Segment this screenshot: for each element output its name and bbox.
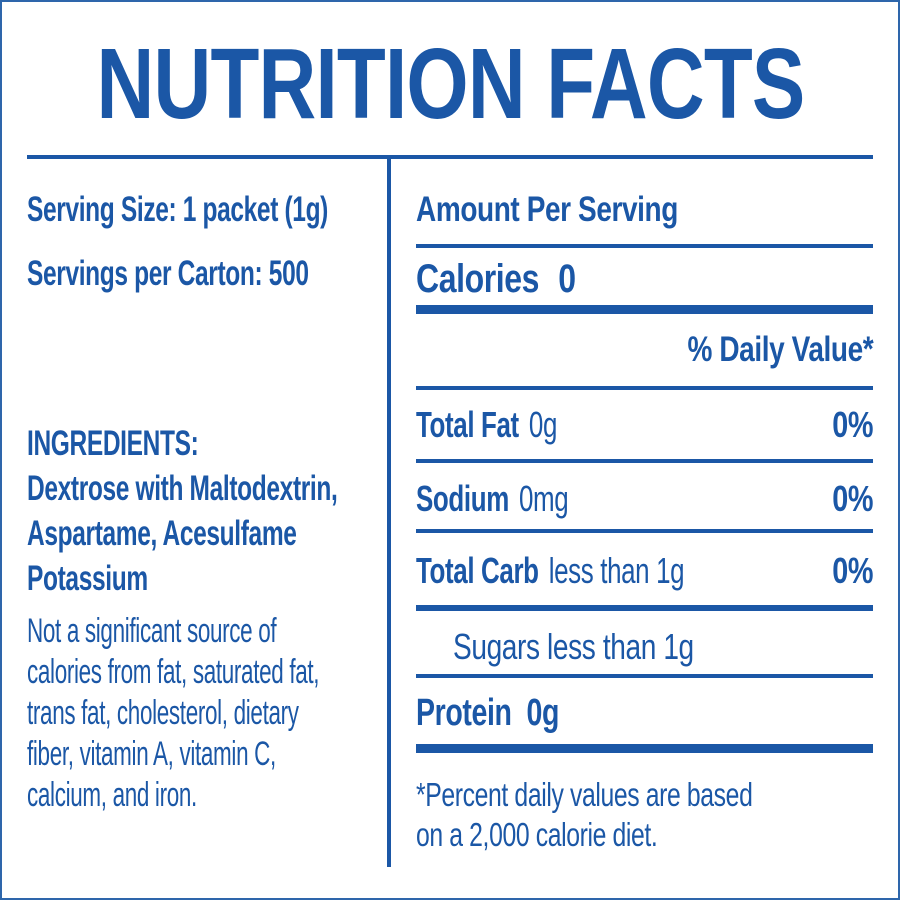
thick-bar [416,305,873,314]
ingredients-line: Potassium [27,559,148,598]
panel-divider [416,386,873,390]
protein-value: 0g [526,692,560,734]
ingredients-section: INGREDIENTS: Dextrose with Maltodextrin,… [27,421,387,601]
panel-divider [416,244,873,248]
disclaimer-line: trans fat, cholesterol, dietary [27,694,299,732]
total-carb-amount: less than 1g [548,550,685,591]
serving-size-line: Serving Size: 1 packet (1g) [27,187,387,233]
daily-value-footnote: *Percent daily values are based on a 2,0… [416,775,873,855]
serving-size-text: Serving Size: 1 packet (1g) [27,190,328,229]
sugars-row: Sugars less than 1g [416,624,873,669]
sodium-daily-value: 0% [832,478,873,519]
disclaimer-line: fiber, vitamin A, vitamin C, [27,735,276,773]
sodium-amount: 0mg [518,478,569,519]
thick-bar [416,744,873,753]
header: NUTRITION FACTS [2,24,898,144]
disclaimer-line: Not a significant source of [27,612,277,650]
calories-label: Calories [416,257,540,301]
ingredients-line: Aspartame, Acesulfame [27,514,297,553]
total-fat-amount: 0g [528,404,558,445]
footnote-line: on a 2,000 calorie diet. [416,816,658,853]
sugars-text: Sugars less than 1g [453,626,694,667]
not-significant-source-note: Not a significant source of calories fro… [27,611,387,816]
total-fat-daily-value: 0% [832,404,873,445]
footnote-line: *Percent daily values are based [416,776,753,813]
total-fat-row: Total Fat 0g 0% [416,402,873,447]
panel-divider [416,674,873,678]
disclaimer-line: calories from fat, saturated fat, [27,653,320,691]
amount-per-serving-label: Amount Per Serving [416,190,678,229]
label-body: Serving Size: 1 packet (1g) Servings per… [27,159,873,867]
calories-row: Calories 0 [416,256,873,302]
sodium-row: Sodium 0mg 0% [416,476,873,521]
protein-label: Protein [416,692,512,734]
total-fat-label: Total Fat [416,404,519,445]
panel-divider [416,605,873,611]
ingredients-heading: INGREDIENTS: [27,424,199,463]
disclaimer-line: calcium, and iron. [27,776,197,814]
calories-value: 0 [558,257,576,301]
total-carb-row: Total Carb less than 1g 0% [416,548,873,593]
daily-value-header-row: % Daily Value* [416,327,873,373]
amount-per-serving-row: Amount Per Serving [416,187,873,233]
ingredients-line: Dextrose with Maltodextrin, [27,469,338,508]
panel-divider [416,529,873,533]
panel-divider [416,459,873,463]
total-carb-daily-value: 0% [832,550,873,591]
total-carb-label: Total Carb [416,550,539,591]
servings-per-carton-text: Servings per Carton: 500 [27,254,309,293]
servings-per-carton-line: Servings per Carton: 500 [27,251,387,297]
page-title: NUTRITION FACTS [96,28,805,140]
daily-value-header: % Daily Value* [687,330,873,369]
protein-row: Protein 0g [416,691,873,736]
left-column: Serving Size: 1 packet (1g) Servings per… [27,159,391,867]
header-divider [27,155,873,159]
nutrition-panel: Amount Per Serving Calories 0 % Daily Val… [391,159,873,867]
sodium-label: Sodium [416,478,509,519]
